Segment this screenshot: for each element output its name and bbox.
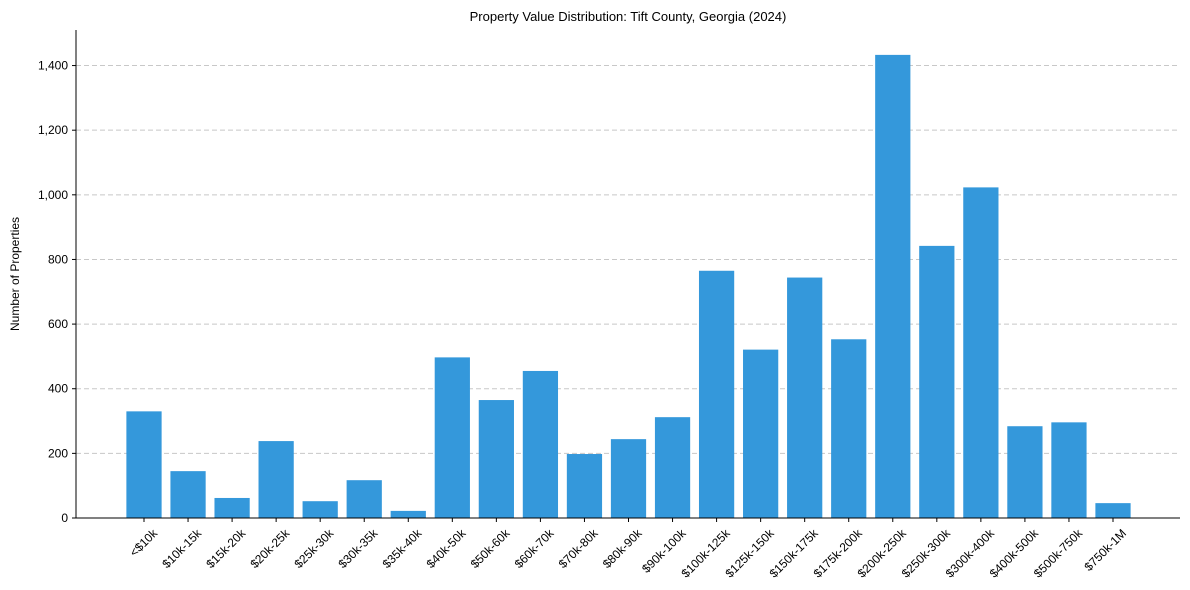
x-tick-label: $60k-70k xyxy=(512,526,558,572)
bar xyxy=(831,339,867,518)
y-tick-label: 1,200 xyxy=(38,123,68,137)
y-tick-label: 400 xyxy=(48,382,68,396)
grid-layer xyxy=(76,65,1180,454)
x-tick-label: $35k-40k xyxy=(380,526,426,572)
y-tick-label: 200 xyxy=(48,446,68,460)
x-tick-label: <$10k xyxy=(127,526,161,560)
bar xyxy=(1095,503,1131,518)
bar xyxy=(963,187,999,519)
bar xyxy=(787,277,823,518)
x-tick-layer: <$10k $10k-15k $15k-20k $20k-25k $25k-30k $30… xyxy=(127,518,1129,580)
bar xyxy=(390,510,426,518)
y-tick-label: 1,400 xyxy=(38,59,68,73)
y-tick-label: 800 xyxy=(48,252,68,266)
chart-title: Property Value Distribution: Tift County… xyxy=(470,9,787,24)
y-axis-label: Number of Properties xyxy=(8,217,22,331)
y-tick-label: 600 xyxy=(48,317,68,331)
bar xyxy=(919,245,955,519)
bar xyxy=(1007,426,1043,518)
x-tick-label: $20k-25k xyxy=(247,526,293,572)
bar xyxy=(875,54,911,519)
bar xyxy=(126,411,162,518)
x-tick-label: $25k-30k xyxy=(291,526,337,572)
x-tick-label: $15k-20k xyxy=(203,526,249,572)
bar xyxy=(170,471,206,518)
bar xyxy=(478,400,514,518)
x-tick-label: $500k-750k xyxy=(1031,526,1086,581)
bar xyxy=(698,270,735,518)
bar xyxy=(1051,422,1087,518)
x-tick-label: $80k-90k xyxy=(600,526,646,572)
x-tick-label: $40k-50k xyxy=(424,526,470,572)
x-tick-label: $750k-1M xyxy=(1081,526,1129,574)
bar xyxy=(743,349,779,518)
y-tick-label: 0 xyxy=(61,511,68,525)
bar xyxy=(434,357,470,518)
bar xyxy=(610,439,647,518)
x-tick-label: $70k-80k xyxy=(556,526,602,572)
x-tick-label: $30k-35k xyxy=(336,526,382,572)
x-tick-label: $50k-60k xyxy=(468,526,514,572)
bar xyxy=(346,480,382,518)
bar xyxy=(522,370,559,518)
bar-layer xyxy=(126,54,1131,519)
bar xyxy=(302,501,338,518)
bar xyxy=(214,497,250,518)
y-tick-label: 1,000 xyxy=(38,188,68,202)
bar xyxy=(566,454,603,518)
bar xyxy=(654,417,691,518)
y-tick-layer: 0 200 400 600 800 1,000 1,200 1,400 xyxy=(38,59,76,525)
x-tick-label: $10k-15k xyxy=(159,526,205,572)
bar xyxy=(258,441,294,518)
